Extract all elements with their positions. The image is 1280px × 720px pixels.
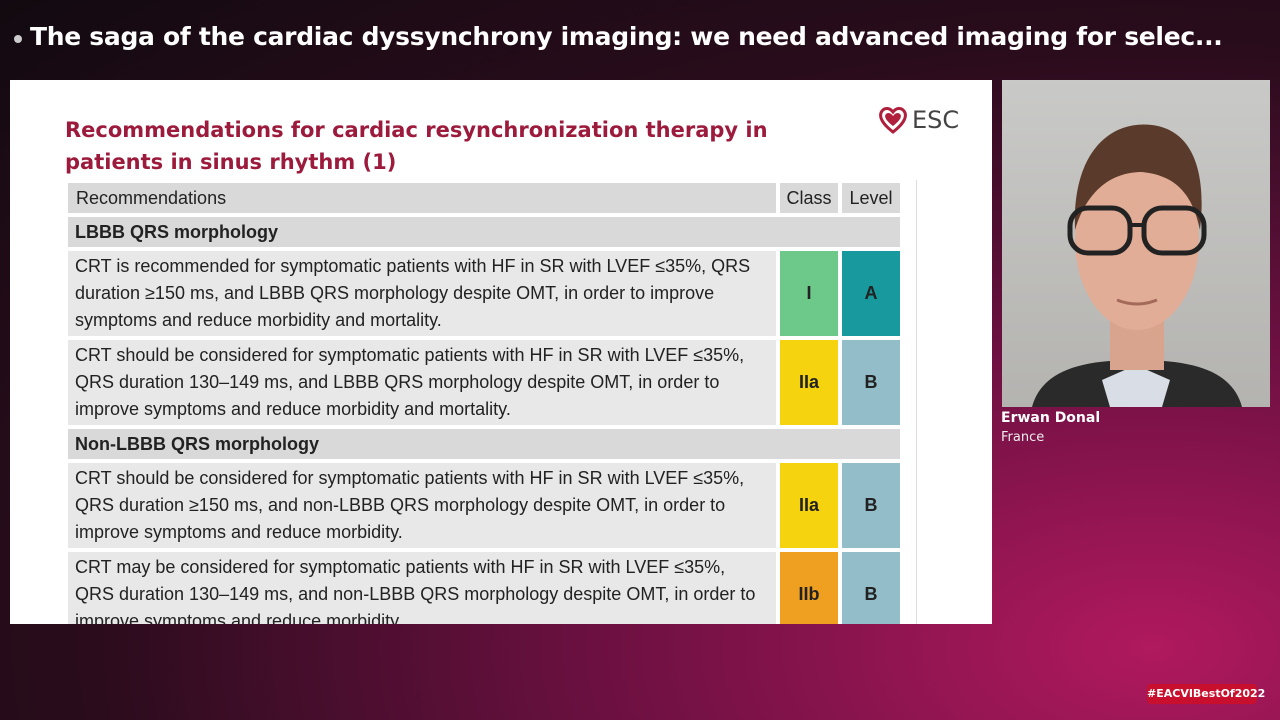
section-row: Non-LBBB QRS morphology xyxy=(68,429,900,459)
column-header: Class xyxy=(780,183,838,213)
recommendation-text: CRT may be considered for symptomatic pa… xyxy=(68,552,776,624)
hashtag: #EACVIBestOf2022 xyxy=(1147,684,1265,704)
recommendation-row: CRT is recommended for symptomatic patie… xyxy=(68,251,900,336)
slide: Recommendations for cardiac resynchroniz… xyxy=(10,80,992,624)
speaker-video xyxy=(1002,80,1270,407)
speaker-country: France xyxy=(1001,430,1045,445)
column-header: Level xyxy=(842,183,900,213)
logo: ESC xyxy=(878,106,959,134)
class-cell: IIa xyxy=(780,340,838,425)
recommendation-row: CRT should be considered for symptomatic… xyxy=(68,463,900,548)
speaker-name: Erwan Donal xyxy=(1001,410,1101,426)
class-cell: I xyxy=(780,251,838,336)
class-cell: IIb xyxy=(780,552,838,624)
recommendation-row: CRT should be considered for symptomatic… xyxy=(68,340,900,425)
recommendation-row: CRT may be considered for symptomatic pa… xyxy=(68,552,900,624)
divider xyxy=(916,180,917,624)
class-cell: IIa xyxy=(780,463,838,548)
recommendation-table: Recommendations Class Level LBBB QRS morpho… xyxy=(68,183,900,624)
logo-text: ESC xyxy=(912,106,960,134)
speaker-image xyxy=(1032,124,1242,407)
heart-icon xyxy=(879,107,907,134)
section-row: LBBB QRS morphology xyxy=(68,217,900,247)
recommendation-text: CRT should be considered for symptomatic… xyxy=(68,463,776,548)
bullet xyxy=(14,35,22,43)
level-cell: B xyxy=(842,340,900,425)
header-row: Recommendations Class Level xyxy=(68,183,900,213)
section-title: Non-LBBB QRS morphology xyxy=(68,429,900,459)
column-header: Recommendations xyxy=(68,183,776,213)
recommendation-text: CRT should be considered for symptomatic… xyxy=(68,340,776,425)
level-cell: A xyxy=(842,251,900,336)
recommendation-text: CRT is recommended for symptomatic patie… xyxy=(68,251,776,336)
slide-title: Recommendations for cardiac resynchroniz… xyxy=(65,118,768,174)
level-cell: B xyxy=(842,463,900,548)
session-title: The saga of the cardiac dyssynchrony ima… xyxy=(30,22,1223,51)
level-cell: B xyxy=(842,552,900,624)
section-title: LBBB QRS morphology xyxy=(68,217,900,247)
